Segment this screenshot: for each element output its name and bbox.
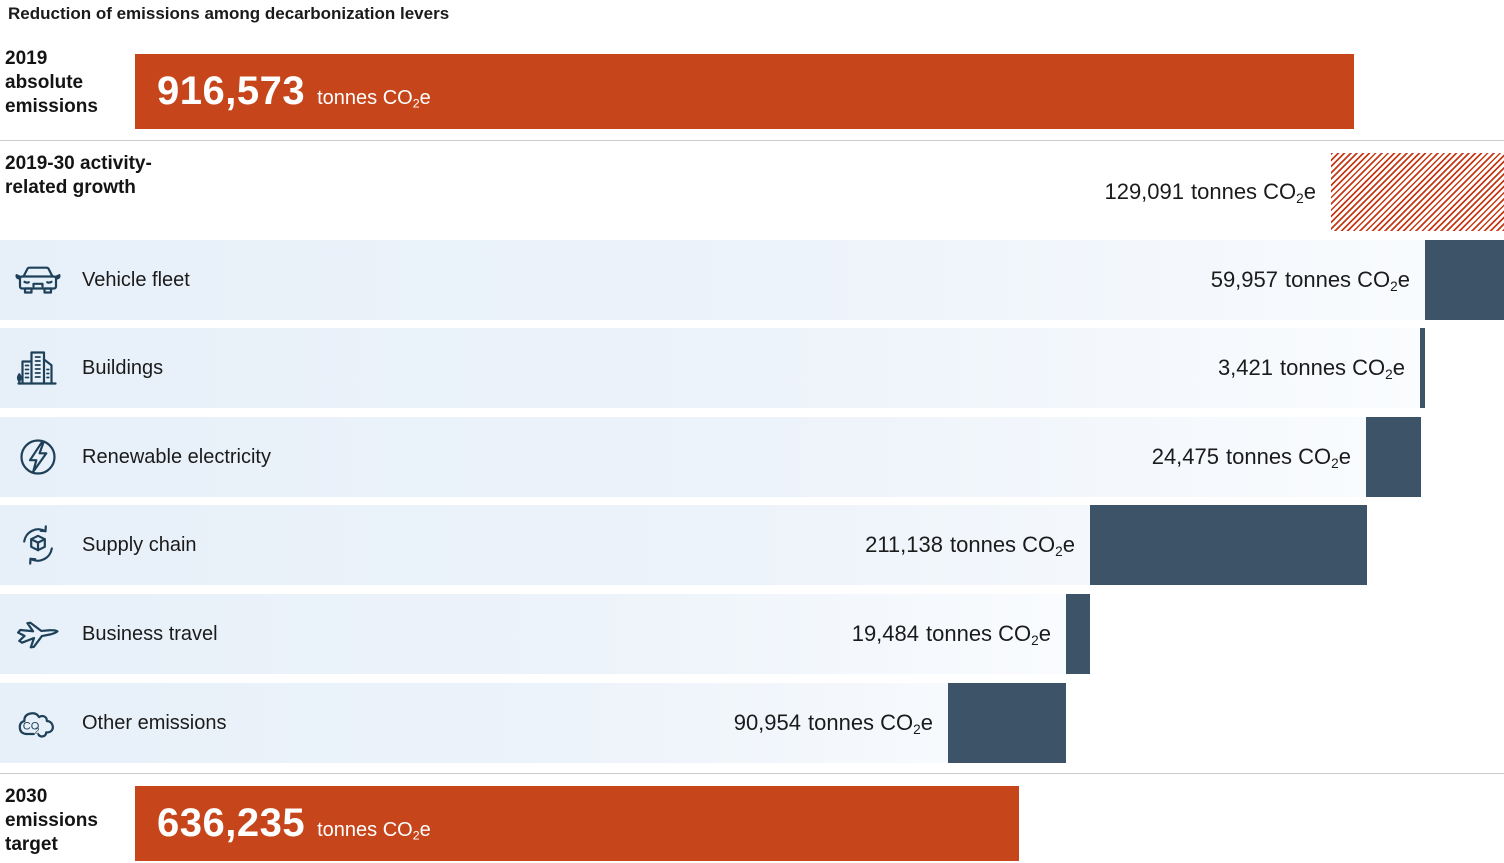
- lever-label: Buildings: [82, 357, 164, 379]
- reduction-bar-business-travel: [1066, 594, 1090, 674]
- lever-value: 90,954 tonnes CO2e: [733, 710, 933, 737]
- reduction-bar-other-emissions: [948, 683, 1066, 763]
- start-emissions-bar: 916,573 tonnes CO2e: [135, 54, 1354, 129]
- lever-value: 211,138 tonnes CO2e: [865, 532, 1075, 559]
- lever-row-buildings: Buildings 3,421 tonnes CO2e: [0, 328, 1425, 408]
- growth-row-label: 2019-30 activity-related growth: [5, 153, 152, 198]
- growth-value: 129,091 tonnes CO2e: [1104, 179, 1316, 206]
- target-row-label: 2030 emissions target: [5, 786, 98, 855]
- lever-value: 19,484 tonnes CO2e: [851, 621, 1051, 648]
- separator-bottom: [0, 773, 1504, 774]
- reduction-bar-vehicle-fleet: [1425, 240, 1504, 320]
- growth-hatched-bar: [1331, 153, 1504, 231]
- target-unit: tonnes CO2e: [317, 819, 431, 843]
- reduction-bar-buildings: [1420, 328, 1425, 408]
- start-value: 916,573: [157, 69, 306, 113]
- target-value: 636,235: [157, 801, 306, 845]
- lever-row-other-emissions: CO 2 Other emissions 90,954 tonnes CO2e: [0, 683, 1066, 763]
- separator-top: [0, 140, 1504, 141]
- lever-label: Supply chain: [82, 534, 197, 556]
- supply-chain-cube-icon: [23, 525, 53, 565]
- start-unit: tonnes CO2e: [317, 87, 431, 111]
- lever-value: 59,957 tonnes CO2e: [1210, 267, 1410, 294]
- car-icon: [15, 266, 61, 294]
- lever-row-vehicle-fleet: Vehicle fleet 59,957 tonnes CO2e: [0, 240, 1504, 320]
- buildings-icon: [16, 351, 57, 385]
- co2-cloud-icon: CO 2: [18, 712, 54, 738]
- airplane-icon: [17, 621, 59, 649]
- start-row-label: 2019 absolute emissions: [5, 48, 98, 117]
- lever-row-renewable-electricity: Renewable electricity 24,475 tonnes CO2e: [0, 417, 1421, 497]
- reduction-bar-supply-chain: [1090, 505, 1367, 585]
- lever-label: Other emissions: [82, 712, 227, 734]
- lever-value: 24,475 tonnes CO2e: [1151, 444, 1351, 471]
- chart-title: Reduction of emissions among decarboniza…: [8, 4, 450, 23]
- lever-value: 3,421 tonnes CO2e: [1217, 355, 1405, 382]
- lever-row-supply-chain: Supply chain 211,138 tonnes CO2e: [0, 505, 1367, 585]
- lever-row-business-travel: Business travel 19,484 tonnes CO2e: [0, 594, 1090, 674]
- target-emissions-bar: 636,235 tonnes CO2e: [135, 786, 1019, 861]
- lever-label: Business travel: [82, 623, 218, 645]
- lightning-circle-icon: [20, 439, 56, 475]
- lever-label: Renewable electricity: [82, 446, 271, 468]
- lever-label: Vehicle fleet: [82, 269, 190, 291]
- svg-text:2: 2: [35, 727, 40, 736]
- reduction-bar-renewable-electricity: [1366, 417, 1421, 497]
- svg-text:CO: CO: [23, 721, 40, 733]
